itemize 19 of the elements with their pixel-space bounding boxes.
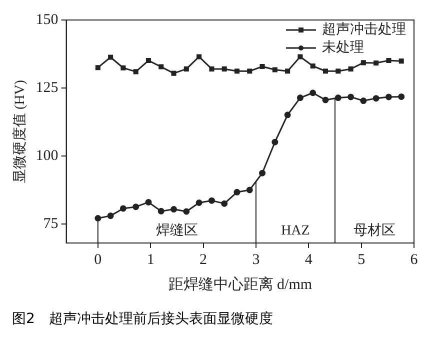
x-axis-title: 距焊缝中心距离 d/mm [168, 276, 312, 293]
annotation: 焊缝区 [156, 222, 198, 239]
annotation: HAZ [281, 224, 310, 239]
x-tick-label: 3 [252, 252, 260, 268]
y-tick-label: 150 [36, 12, 58, 28]
y-tick-label: 125 [36, 80, 58, 96]
annotation: 母材区 [353, 222, 396, 239]
x-tick-label: 2 [200, 252, 208, 268]
legend-label: 未处理 [322, 40, 364, 56]
x-tick-label: 1 [146, 252, 154, 268]
y-axis-title: 显微硬度值 (HV) [12, 80, 28, 184]
x-tick-label: 5 [358, 252, 366, 268]
x-tick-label: 0 [94, 252, 102, 268]
x-tick-label: 6 [410, 252, 418, 268]
x-tick-label: 4 [304, 252, 313, 268]
y-tick-label: 75 [43, 216, 58, 232]
y-tick-label: 100 [36, 148, 58, 164]
legend-label: 超声冲击处理 [322, 22, 406, 38]
text: 图2 超声冲击处理前后接头表面显微硬度 [12, 310, 274, 328]
